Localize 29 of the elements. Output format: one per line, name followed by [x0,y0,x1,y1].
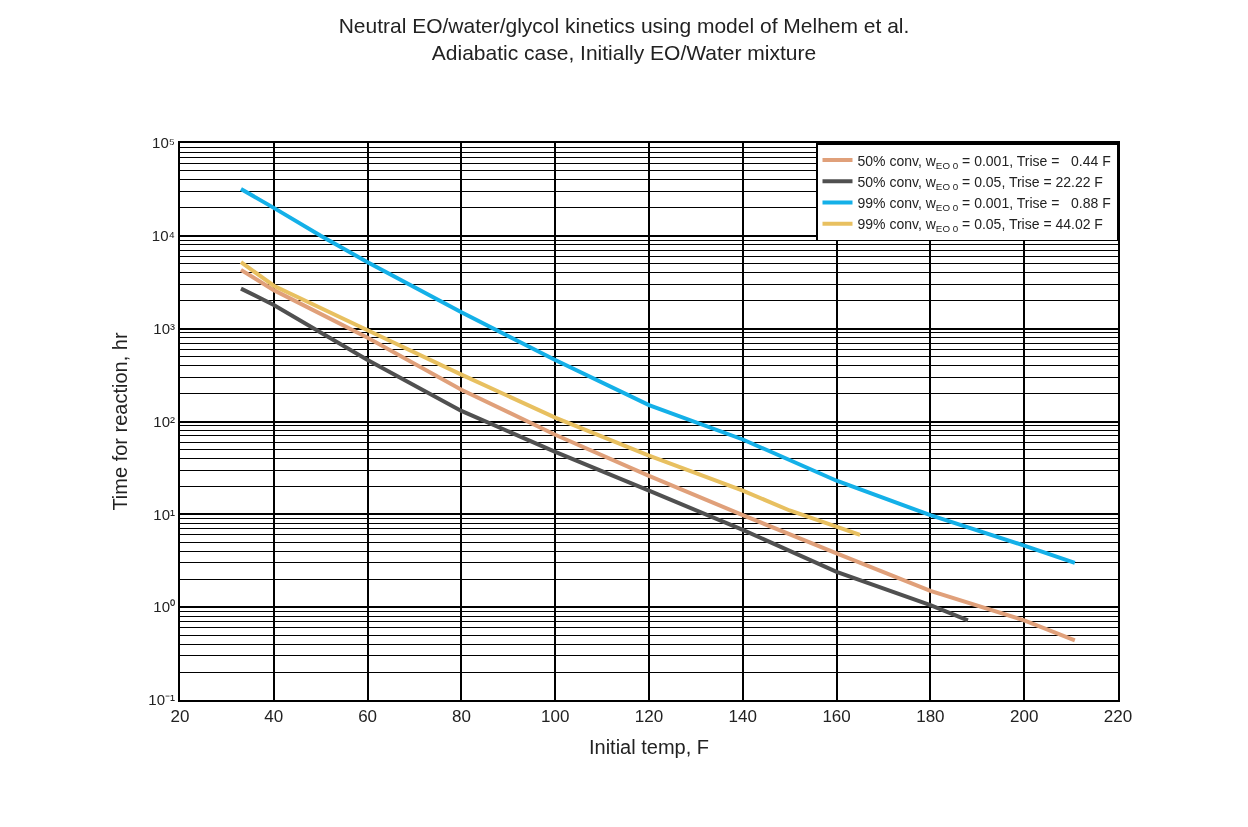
legend-label: 50% conv, w$_{EO 0}$ = 0.001, Trise = 0.44 F [857,152,1111,171]
legend-label: 99% conv, w$_{EO 0}$ = 0.001, Trise = 0.88 F [857,194,1111,213]
x-tick-label: 40 [264,707,284,727]
chart-title: Neutral EO/water/glycol kinetics using model of Melhem et al. [338,14,910,38]
y-tick-label: 10⁻¹ [148,691,175,709]
x-tick-label: 180 [916,707,945,727]
x-tick-label: 20 [170,707,190,727]
chart-subtitle: Adiabatic case, Initially EO/Water mixture [431,41,817,65]
y-tick-label: 10¹ [153,505,175,523]
y-tick-label: 10³ [153,319,175,337]
x-tick-label: 100 [541,707,570,727]
x-tick-label: 220 [1103,707,1133,727]
x-tick-label: 160 [822,707,851,727]
x-tick-label: 80 [451,707,471,727]
y-tick-label: 10⁴ [151,227,175,245]
x-tick-label: 120 [634,707,664,727]
y-tick-label: 10⁰ [153,598,175,616]
line-series [238,267,1077,643]
line-series [238,260,863,537]
legend-label: 50% conv, w$_{EO 0}$ = 0.05, Trise = 22.22 F [857,173,1103,192]
legend-label: 99% conv, w$_{EO 0}$ = 0.05, Trise = 44.02 F [857,216,1103,235]
x-tick-label: 140 [728,707,757,727]
x-tick-label: 60 [358,707,378,727]
line-series [238,286,970,623]
y-axis-title: Time for reaction, hr [109,332,132,511]
x-tick-label: 200 [1010,707,1039,727]
x-axis-title: Initial temp, F [588,736,710,759]
y-tick-label: 10² [153,412,175,430]
y-tick-label: 10⁵ [152,134,175,152]
